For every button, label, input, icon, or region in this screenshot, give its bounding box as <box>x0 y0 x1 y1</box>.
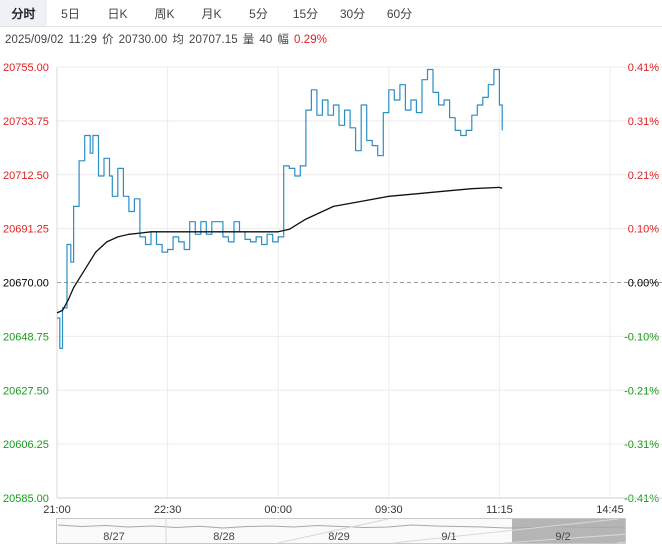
x-tick-label: 22:30 <box>154 504 182 516</box>
period-tab-bar: 分时 5日 日K 周K 月K 5分 15分 30分 60分 <box>0 0 662 27</box>
average-series-line <box>56 186 503 314</box>
x-tick-label: 09:30 <box>375 504 403 516</box>
volume-label: 量 <box>242 34 255 46</box>
y-tick-label: 20648.75 <box>3 331 49 343</box>
quote-date: 2025/09/02 <box>5 34 64 46</box>
period-tab-7[interactable]: 30分 <box>339 6 366 21</box>
pct-tick-label: -0.10% <box>624 331 659 343</box>
pct-tick-label: -0.41% <box>624 493 659 505</box>
quote-info-bar: 2025/09/02 11:29 价 20730.00 均 20707.15 量 40 幅 0.2… <box>5 31 327 47</box>
navigator-selection <box>512 519 625 543</box>
y-tick-label: 20712.50 <box>3 170 49 182</box>
pct-tick-label: 0.21% <box>628 170 659 182</box>
pct-tick-label: 0.41% <box>628 62 659 74</box>
period-tab-0[interactable]: 分时 <box>0 0 47 26</box>
y-tick-label: 20691.25 <box>3 224 49 236</box>
navigator-date-label: 8/27 <box>103 531 124 543</box>
y-tick-label: 20670.00 <box>3 278 49 290</box>
navigator-day-separator <box>392 518 619 544</box>
period-tab-2[interactable]: 日K <box>107 6 128 21</box>
navigator-date-label: 8/28 <box>213 531 234 543</box>
x-tick-label: 14:45 <box>596 504 624 516</box>
y-tick-label: 20585.00 <box>3 493 49 505</box>
change-label: 幅 <box>277 34 289 46</box>
x-tick-label: 11:15 <box>486 504 513 516</box>
pct-tick-label: 0.10% <box>628 224 659 236</box>
period-tab-1[interactable]: 5日 <box>61 6 80 21</box>
quote-time: 11:29 <box>68 34 97 46</box>
y-tick-label: 20627.50 <box>3 385 49 397</box>
volume-value: 40 <box>259 34 273 46</box>
period-tab-3[interactable]: 周K <box>154 6 175 21</box>
navigator-date-label: 9/1 <box>441 531 456 543</box>
y-tick-label: 20733.75 <box>3 116 49 128</box>
period-tab-8[interactable]: 60分 <box>386 6 413 21</box>
navigator-sparkline <box>57 524 625 529</box>
pct-tick-label: -0.31% <box>624 439 659 451</box>
price-value: 20730.00 <box>118 34 168 46</box>
navigator-date-label: 9/2 <box>555 531 570 543</box>
period-tab-5[interactable]: 5分 <box>249 6 268 21</box>
pct-tick-label: 0.31% <box>628 116 659 128</box>
avg-value: 20707.15 <box>188 34 238 46</box>
avg-label: 均 <box>172 34 184 46</box>
period-tab-4[interactable]: 月K <box>201 6 222 21</box>
navigator-day-separator <box>502 533 626 544</box>
x-tick-label: 00:00 <box>264 504 292 516</box>
y-tick-label: 20606.25 <box>3 439 49 451</box>
navigator-day-separator <box>277 518 389 544</box>
y-tick-label: 20755.00 <box>3 62 49 74</box>
period-tab-6[interactable]: 15分 <box>292 6 319 21</box>
x-tick-label: 21:00 <box>43 504 71 516</box>
price-series-line <box>57 68 503 349</box>
time-range-navigator[interactable]: 8/27 8/28 8/29 9/1 9/2 <box>56 518 626 544</box>
pct-tick-label: -0.21% <box>624 385 659 397</box>
navigator-date-label: 8/29 <box>328 531 349 543</box>
change-value: 0.29% <box>293 34 328 46</box>
intraday-chart[interactable]: 20755.00 0.41% 20733.75 0.31% 20712.50 0.21% 2… <box>0 50 662 518</box>
price-label: 价 <box>102 34 114 46</box>
pct-tick-label: 0.00% <box>628 278 659 290</box>
